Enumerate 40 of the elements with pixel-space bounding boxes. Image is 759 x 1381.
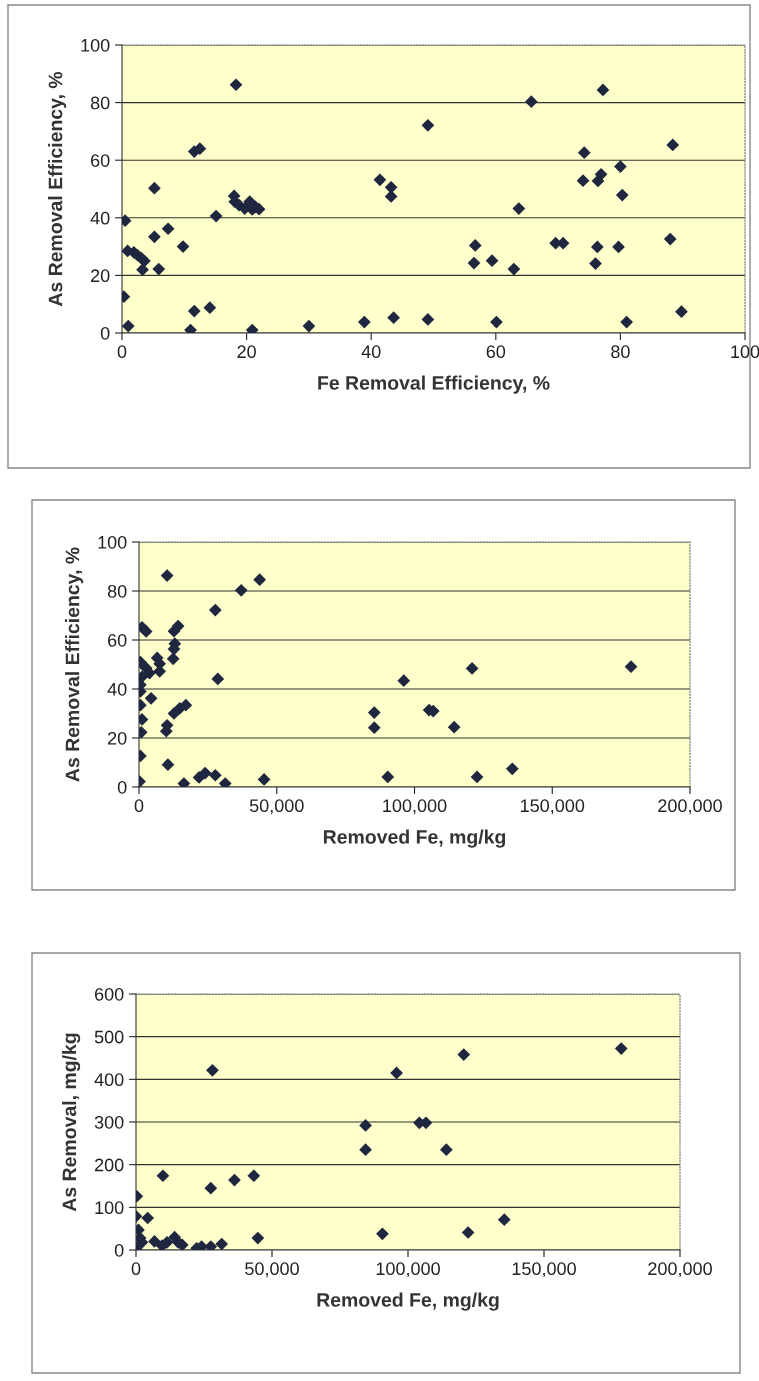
y-tick-label: 0 [117, 780, 127, 794]
y-tick-label: 600 [94, 987, 124, 1001]
x-tick-label: 100 [731, 345, 759, 359]
x-tick-label: 50,000 [249, 799, 304, 815]
y-axis-title: As Removal Efficiency, % [48, 71, 67, 307]
y-tick-label: 40 [107, 682, 127, 696]
x-tick-label: 150,000 [512, 1262, 576, 1278]
x-axis-title: Fe Removal Efficiency, % [318, 375, 550, 394]
y-tick-label: 20 [91, 269, 110, 283]
x-tick-label: 200,000 [648, 1262, 712, 1278]
x-tick-label: 0 [134, 799, 144, 813]
y-axis-title: As Removal, mg/kg [61, 1033, 81, 1212]
x-tick-label: 100,000 [376, 1262, 440, 1278]
y-tick-label: 500 [94, 1030, 124, 1044]
x-axis-title: Removed Fe, mg/kg [323, 829, 506, 848]
y-tick-label: 40 [90, 211, 110, 225]
y-tick-label: 200 [94, 1158, 124, 1172]
x-tick-label: 20 [237, 345, 256, 359]
x-tick-label: 100,000 [383, 799, 447, 815]
y-tick-label: 100 [98, 535, 127, 549]
y-tick-label: 60 [91, 154, 110, 167]
x-tick-label: 0 [131, 1262, 141, 1276]
x-tick-label: 150,000 [521, 799, 585, 815]
x-axis-title: Removed Fe, mg/kg [317, 1292, 499, 1311]
y-tick-label: 400 [94, 1073, 124, 1087]
y-tick-label: 20 [108, 731, 127, 745]
y-tick-label: 100 [81, 38, 110, 52]
x-tick-label: 80 [611, 345, 630, 359]
x-tick-label: 50,000 [245, 1262, 299, 1278]
y-axis-title: As Removal Efficiency, % [65, 547, 84, 782]
x-tick-label: 40 [361, 345, 381, 359]
y-tick-label: 60 [108, 633, 127, 647]
y-tick-label: 80 [90, 96, 110, 110]
y-tick-label: 100 [95, 1201, 124, 1215]
y-tick-label: 80 [107, 584, 127, 598]
x-tick-label: 60 [486, 345, 506, 359]
y-tick-label: 0 [100, 326, 110, 340]
y-tick-label: 300 [94, 1115, 124, 1129]
y-tick-label: 0 [114, 1243, 124, 1257]
x-tick-label: 200,000 [658, 799, 722, 815]
